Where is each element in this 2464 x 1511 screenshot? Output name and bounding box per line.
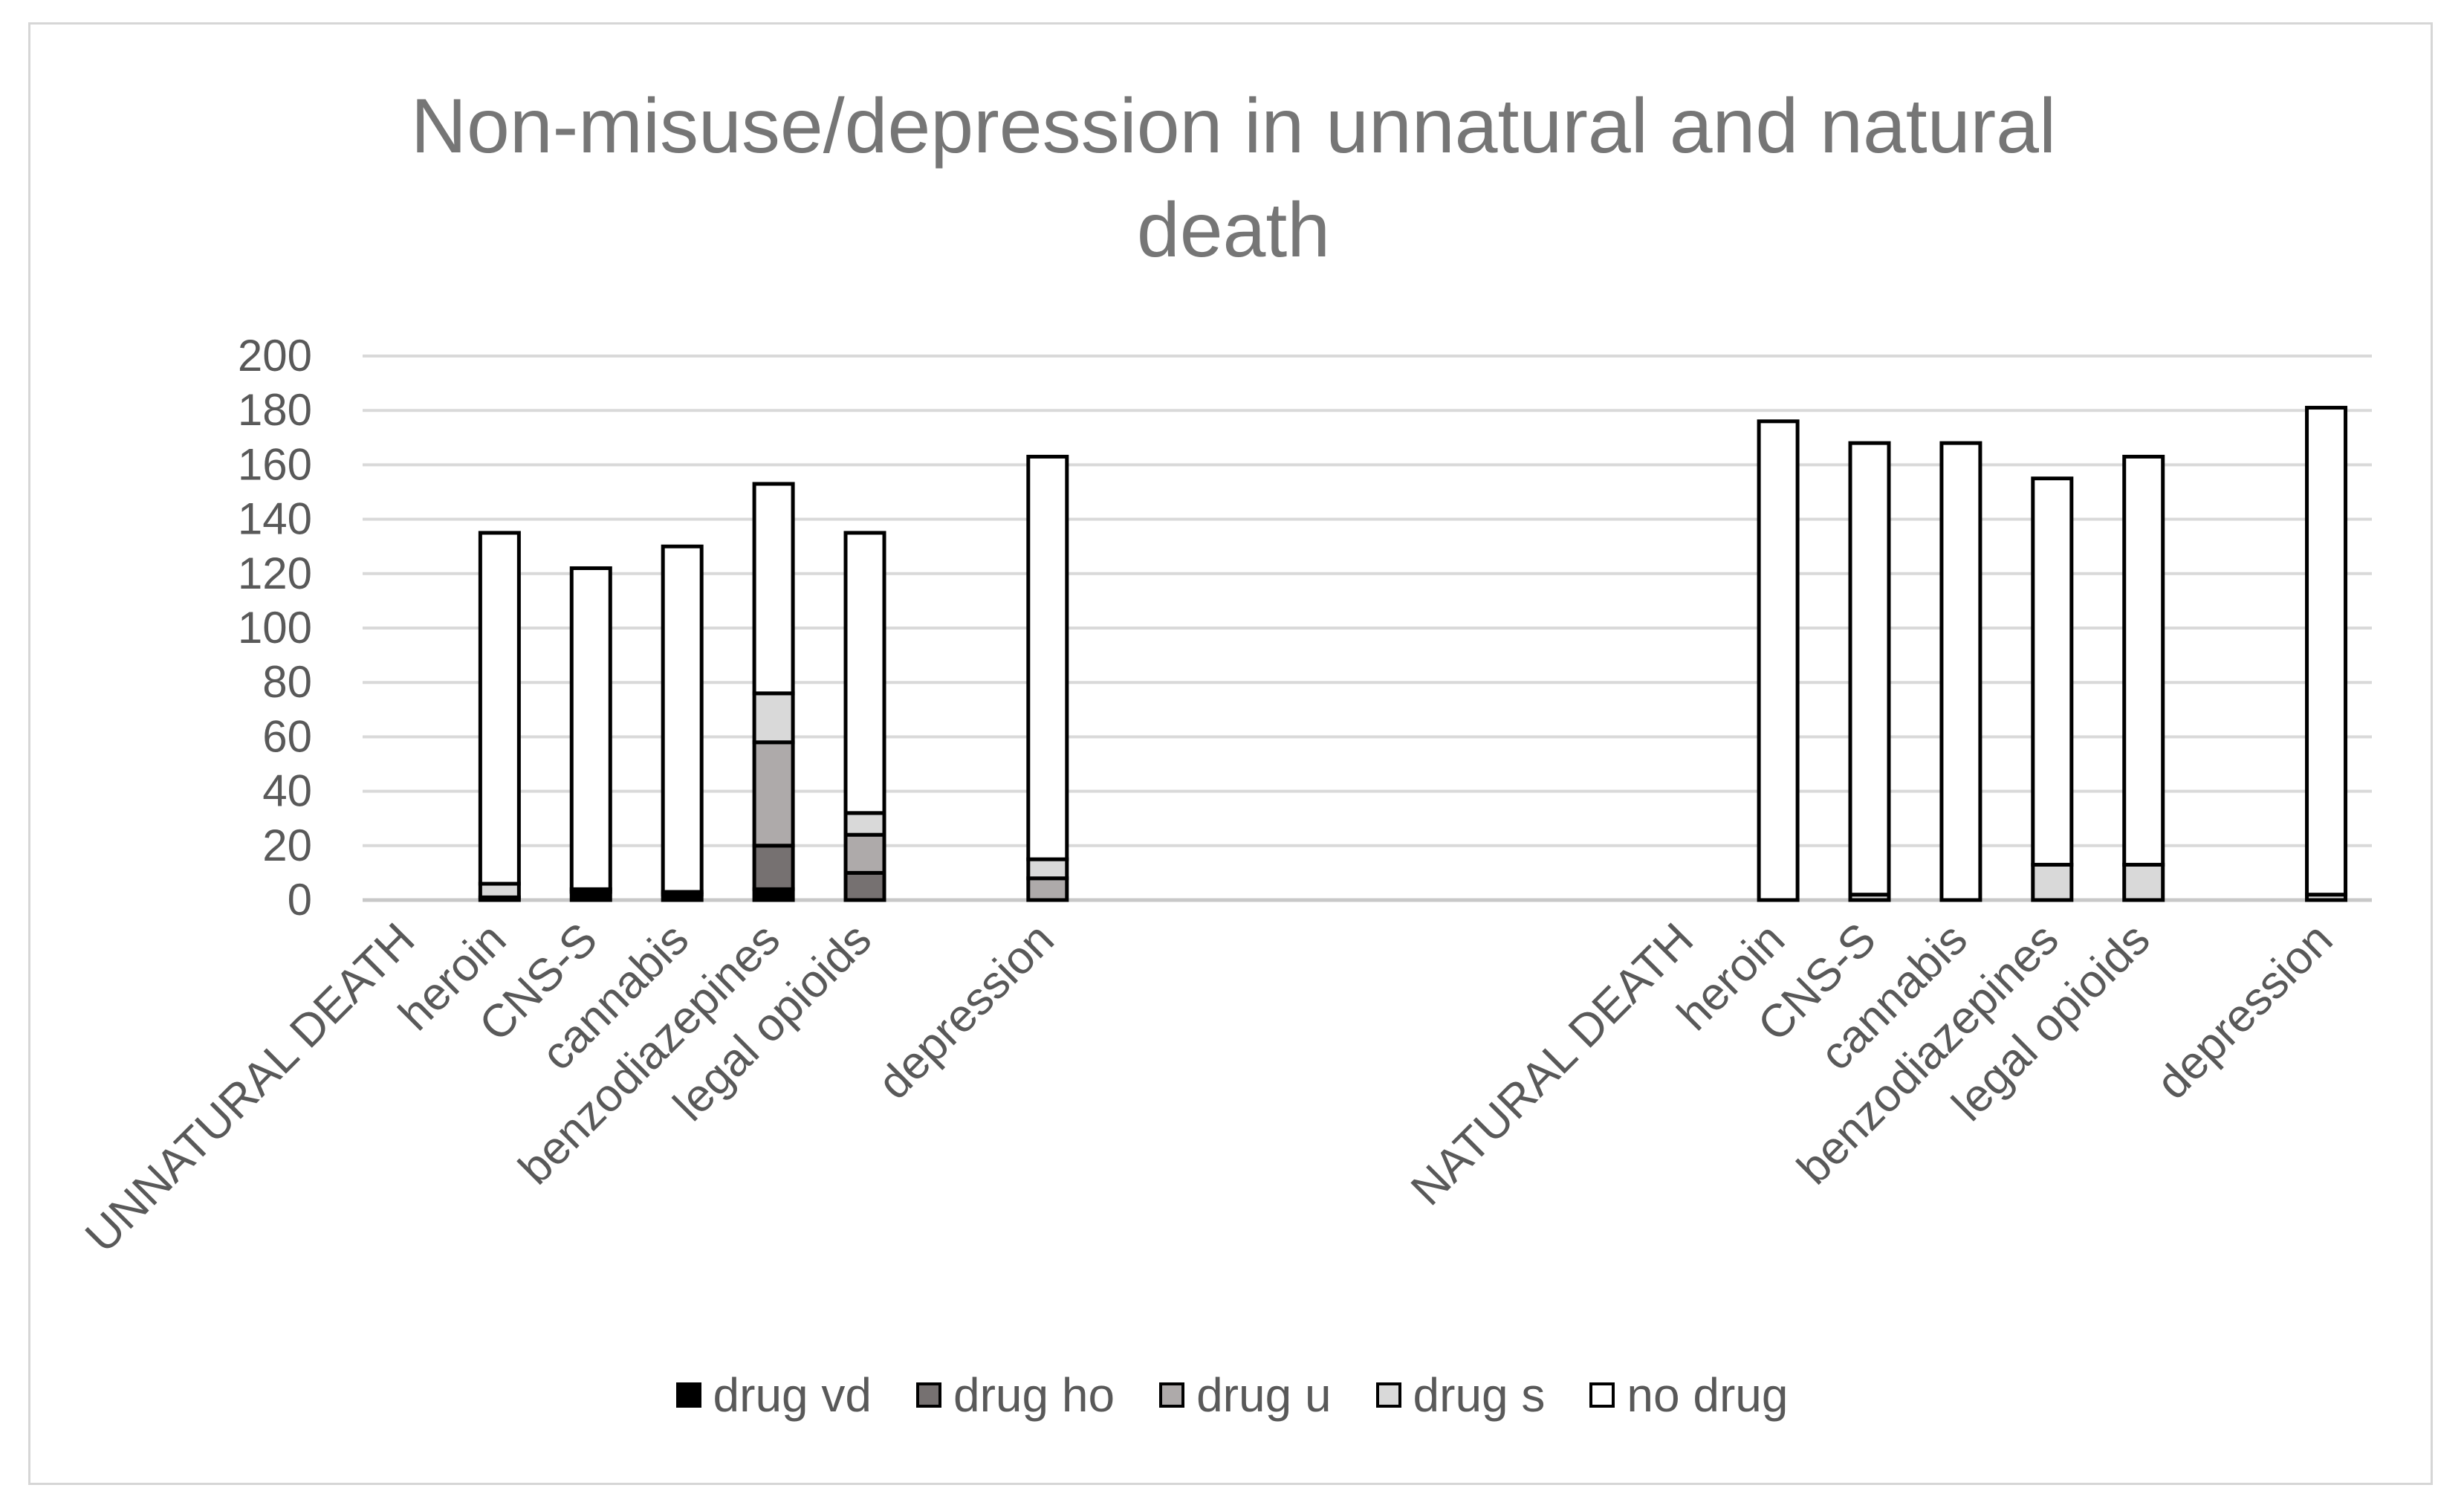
- y-tick-label: 60: [262, 711, 312, 761]
- bar-segment: [752, 482, 795, 696]
- bar-segment: [843, 811, 886, 837]
- x-tick-label: NATURAL DEATH: [1401, 913, 1703, 1215]
- bar-segment: [752, 691, 795, 745]
- legend-label: drug ho: [953, 1368, 1115, 1422]
- y-tick-label: 180: [238, 385, 312, 435]
- bar-segment: [843, 870, 886, 902]
- bar-segment: [478, 531, 521, 886]
- y-tick-label: 200: [238, 331, 312, 381]
- bar-segment: [1757, 419, 1800, 902]
- y-tick-label: 100: [238, 603, 312, 653]
- legend-item-drug-s: drug s: [1375, 1368, 1546, 1423]
- bar-segment: [1939, 441, 1982, 902]
- y-tick-label: 80: [262, 657, 312, 707]
- bar-segment: [2122, 862, 2165, 902]
- bar-segment: [2122, 454, 2165, 867]
- x-tick-label: depression: [868, 913, 1063, 1109]
- bar-segment: [843, 531, 886, 815]
- bar-segment: [2305, 406, 2348, 897]
- bar-segment: [1026, 857, 1069, 881]
- bar-segment: [752, 740, 795, 848]
- bars: [478, 406, 2348, 902]
- y-tick-label: 120: [238, 549, 312, 598]
- legend-item-no-drug: no drug: [1589, 1368, 1788, 1423]
- bar-segment: [2031, 476, 2074, 867]
- x-tick-label: UNNATURAL DEATH: [76, 913, 424, 1262]
- bar-segment: [478, 881, 521, 899]
- legend-swatch: [675, 1382, 701, 1408]
- legend: drug vd drug ho drug u drug s no drug: [0, 1368, 2464, 1423]
- chart-title-line-2: death: [1136, 187, 1331, 274]
- bar-segment: [1848, 441, 1891, 897]
- bar-segment: [661, 544, 704, 894]
- x-axis-labels: UNNATURAL DEATHheroinCNS-Scannabisbenzod…: [76, 913, 2342, 1262]
- chart-title-line-1: Non-misuse/depression in unnatural and n…: [410, 83, 2057, 169]
- legend-swatch: [1159, 1382, 1185, 1408]
- bar-segment: [1026, 454, 1069, 861]
- x-tick-label: depression: [2147, 913, 2342, 1109]
- y-tick-label: 140: [238, 494, 312, 544]
- y-tick-label: 40: [262, 766, 312, 816]
- legend-item-drug-vd: drug vd: [675, 1368, 872, 1423]
- y-tick-label: 0: [288, 875, 312, 925]
- legend-label: drug u: [1196, 1368, 1332, 1422]
- y-tick-label: 20: [262, 821, 312, 870]
- legend-item-drug-u: drug u: [1159, 1368, 1332, 1423]
- bar-segment: [752, 844, 795, 891]
- chart-title: Non-misuse/depression in unnatural and n…: [223, 74, 2244, 282]
- bar-segment: [1026, 876, 1069, 902]
- legend-swatch: [1589, 1382, 1615, 1408]
- legend-swatch: [916, 1382, 941, 1408]
- bar-segment: [569, 566, 612, 891]
- legend-label: drug vd: [713, 1368, 872, 1422]
- bar-segment: [843, 832, 886, 875]
- y-tick-label: 160: [238, 439, 312, 489]
- legend-label: no drug: [1627, 1368, 1789, 1422]
- legend-swatch: [1375, 1382, 1401, 1408]
- legend-item-drug-ho: drug ho: [916, 1368, 1115, 1423]
- legend-label: drug s: [1413, 1368, 1546, 1422]
- bar-segment: [2031, 862, 2074, 902]
